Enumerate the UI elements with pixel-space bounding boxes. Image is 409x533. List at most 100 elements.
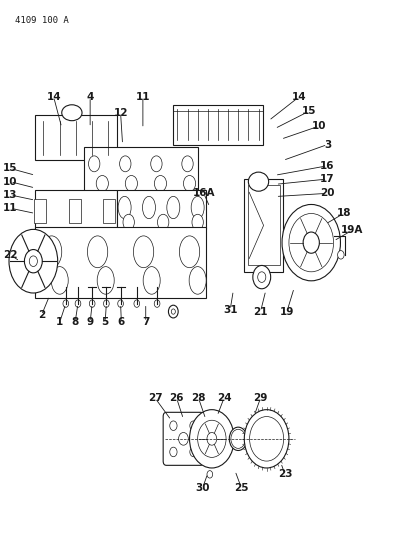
Ellipse shape xyxy=(157,214,169,230)
Ellipse shape xyxy=(88,156,100,172)
Text: 29: 29 xyxy=(253,393,267,403)
Circle shape xyxy=(89,300,95,308)
Bar xyxy=(35,115,116,160)
Circle shape xyxy=(229,427,247,450)
Circle shape xyxy=(252,265,270,289)
Text: 26: 26 xyxy=(169,393,183,403)
Circle shape xyxy=(337,251,343,259)
Text: 11: 11 xyxy=(135,92,150,102)
Circle shape xyxy=(154,300,160,308)
Text: 8: 8 xyxy=(71,317,79,327)
Text: 30: 30 xyxy=(195,483,209,493)
Bar xyxy=(244,179,282,272)
Text: 12: 12 xyxy=(113,108,128,118)
Ellipse shape xyxy=(125,175,137,191)
Text: 17: 17 xyxy=(319,174,334,184)
Text: 15: 15 xyxy=(301,106,316,116)
Circle shape xyxy=(103,300,109,308)
Circle shape xyxy=(169,421,177,431)
Circle shape xyxy=(244,410,288,468)
Text: 18: 18 xyxy=(336,208,350,219)
Text: 11: 11 xyxy=(3,203,18,213)
Ellipse shape xyxy=(166,196,180,219)
Circle shape xyxy=(25,249,42,273)
Text: 16A: 16A xyxy=(192,188,214,198)
Text: 15: 15 xyxy=(3,164,18,173)
Circle shape xyxy=(249,417,283,461)
Ellipse shape xyxy=(143,266,160,294)
Bar xyxy=(35,227,205,298)
Bar xyxy=(68,199,81,223)
Text: 16: 16 xyxy=(319,161,334,171)
Bar xyxy=(34,199,46,223)
Circle shape xyxy=(207,471,212,478)
Circle shape xyxy=(117,300,123,308)
Circle shape xyxy=(9,229,58,293)
Text: 9: 9 xyxy=(86,317,94,327)
Ellipse shape xyxy=(181,156,193,172)
Ellipse shape xyxy=(51,266,68,294)
Text: 6: 6 xyxy=(117,317,125,327)
Circle shape xyxy=(171,309,175,314)
Bar xyxy=(173,105,262,144)
Text: 21: 21 xyxy=(253,306,267,317)
Circle shape xyxy=(63,300,68,308)
Ellipse shape xyxy=(154,175,166,191)
Circle shape xyxy=(197,420,225,457)
Circle shape xyxy=(302,232,319,253)
Text: 2: 2 xyxy=(38,310,45,320)
Ellipse shape xyxy=(118,196,131,219)
Ellipse shape xyxy=(62,105,82,120)
Text: 20: 20 xyxy=(319,188,334,198)
Circle shape xyxy=(178,432,188,445)
Circle shape xyxy=(189,447,197,457)
Circle shape xyxy=(29,256,37,266)
Circle shape xyxy=(281,205,339,281)
Text: 4: 4 xyxy=(86,92,94,102)
Circle shape xyxy=(207,432,216,445)
Text: 25: 25 xyxy=(234,483,248,493)
Bar xyxy=(247,185,279,265)
Ellipse shape xyxy=(189,266,206,294)
Text: 19: 19 xyxy=(279,306,293,317)
Ellipse shape xyxy=(151,156,162,172)
Bar xyxy=(35,190,116,229)
Bar xyxy=(103,199,115,223)
Circle shape xyxy=(189,410,234,468)
Circle shape xyxy=(168,305,178,318)
Ellipse shape xyxy=(133,236,153,268)
Ellipse shape xyxy=(248,172,268,191)
Text: 28: 28 xyxy=(191,393,205,403)
Ellipse shape xyxy=(119,156,130,172)
Ellipse shape xyxy=(183,175,195,191)
Circle shape xyxy=(189,421,197,431)
Ellipse shape xyxy=(191,196,204,219)
Bar xyxy=(84,147,197,198)
Text: 1: 1 xyxy=(56,317,63,327)
FancyBboxPatch shape xyxy=(163,413,203,465)
Text: 7: 7 xyxy=(142,317,149,327)
Ellipse shape xyxy=(142,196,155,219)
Text: 24: 24 xyxy=(216,393,231,403)
Text: 22: 22 xyxy=(3,250,18,260)
Text: 10: 10 xyxy=(311,121,326,131)
Ellipse shape xyxy=(191,214,203,230)
Ellipse shape xyxy=(123,214,134,230)
Text: 10: 10 xyxy=(3,176,18,187)
Text: 14: 14 xyxy=(46,92,61,102)
Circle shape xyxy=(134,300,139,308)
Ellipse shape xyxy=(41,236,62,268)
Circle shape xyxy=(257,272,265,282)
Circle shape xyxy=(230,429,245,448)
Text: 13: 13 xyxy=(3,190,18,200)
Text: 31: 31 xyxy=(222,305,237,315)
Text: 14: 14 xyxy=(291,92,306,102)
Ellipse shape xyxy=(87,236,108,268)
Text: 23: 23 xyxy=(277,470,292,479)
Bar xyxy=(116,190,205,229)
Text: 4109 100 A: 4109 100 A xyxy=(15,15,69,25)
Text: 27: 27 xyxy=(147,393,162,403)
Ellipse shape xyxy=(96,175,108,191)
Text: 3: 3 xyxy=(323,140,330,150)
Circle shape xyxy=(169,447,177,457)
